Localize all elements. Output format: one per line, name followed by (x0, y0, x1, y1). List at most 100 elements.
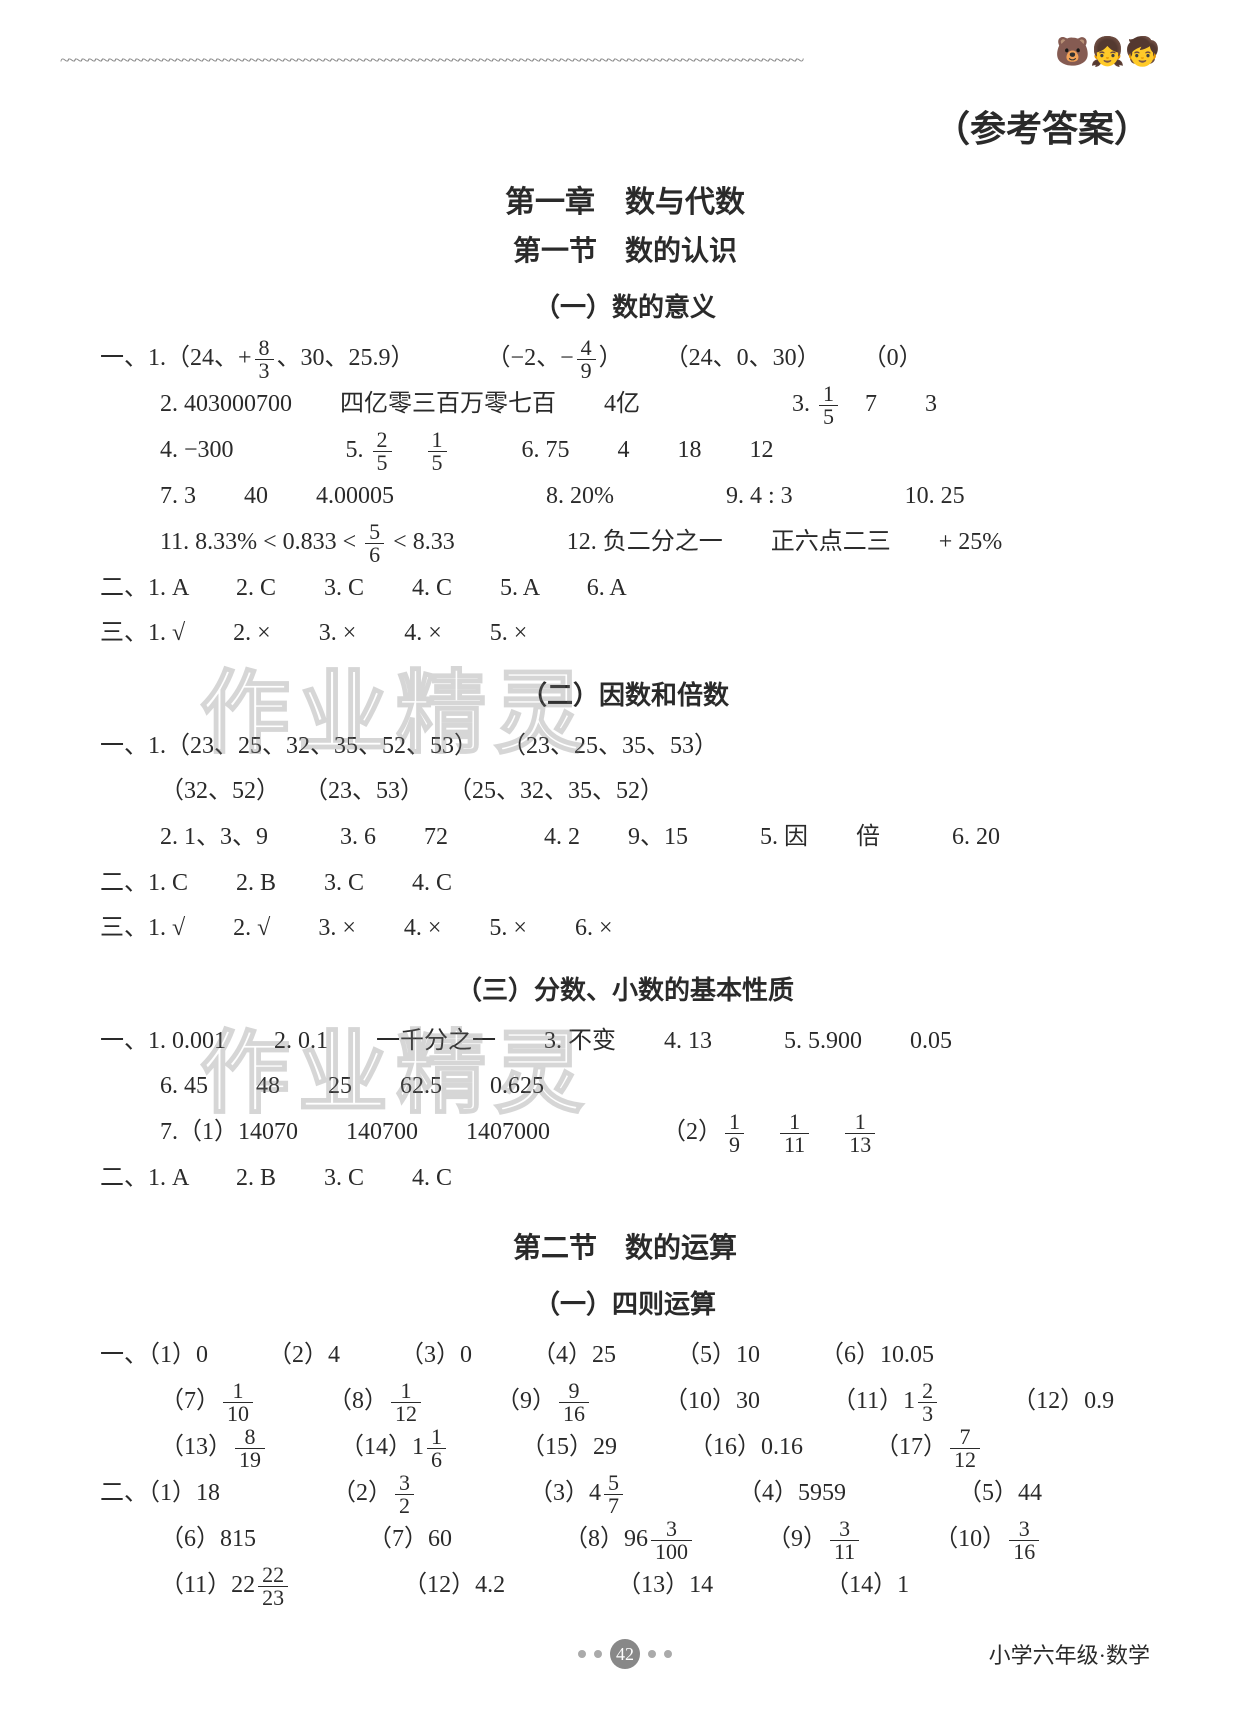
fraction: 316 (1009, 1518, 1039, 1563)
answer-row: 二、（1）18 （2）32 （3）457 （4）5959 （5）44 (100, 1471, 1170, 1517)
text: （14）1 (340, 1434, 424, 1460)
text: ） (599, 345, 623, 371)
text: 6. 75 4 18 12 (522, 437, 774, 463)
answer-row: 2. 1、3、9 3. 6 72 4. 2 9、15 5. 因 倍 6. 20 (160, 815, 1170, 861)
answer-row: 一、1.（23、25、32、35、52、53） （23、25、35、53） (100, 724, 1170, 770)
answer-row: （13）819 （14）116 （15）29 （16）0.16 （17）712 (160, 1425, 1170, 1471)
fraction: 19 (725, 1111, 744, 1156)
text: （8）96 (564, 1526, 648, 1552)
text: （15）29 (521, 1434, 617, 1460)
text: 8. 20% (546, 483, 614, 509)
answer-row: 2. 403000700 四亿零三百万零七百 4亿 3. 15 7 3 (160, 382, 1170, 428)
answer-row: 7.（1）14070 140700 1407000 （2）19 111 113 (160, 1110, 1170, 1156)
fraction: 15 (428, 429, 447, 474)
fraction: 83 (255, 337, 274, 382)
page-number: 42 (578, 1639, 672, 1669)
text: （6）815 (160, 1526, 256, 1552)
text: （7）60 (368, 1526, 452, 1552)
answer-row: 三、1. √ 2. √ 3. × 4. × 5. × 6. × (100, 906, 1170, 952)
text: （16）0.16 (689, 1434, 803, 1460)
text: 二、（1）18 (100, 1480, 220, 1506)
subsection-2-1-title: （一）四则运算 (80, 1284, 1170, 1321)
page-title: （参考答案） (80, 100, 1170, 152)
fraction: 916 (559, 1380, 589, 1425)
fraction: 311 (830, 1518, 859, 1563)
text: （17） (875, 1434, 947, 1460)
dot-icon (578, 1650, 586, 1658)
text: 12. 负二分之一 正六点二三 + 25% (567, 529, 1003, 555)
answer-row: （6）815 （7）60 （8）963100 （9）311 （10）316 (160, 1517, 1170, 1563)
answer-row: 二、1. C 2. B 3. C 4. C (100, 861, 1170, 907)
text: （13） (160, 1434, 232, 1460)
answer-row: （11）222223 （12）4.2 （13）14 （14）1 (160, 1563, 1170, 1609)
dot-icon (648, 1650, 656, 1658)
fraction: 23 (918, 1380, 937, 1425)
text: 2. 403000700 四亿零三百万零七百 4亿 (160, 391, 640, 417)
text: 、30、25.9） (277, 345, 415, 371)
fraction: 111 (780, 1111, 809, 1156)
fraction: 25 (373, 429, 392, 474)
fraction: 16 (427, 1426, 446, 1471)
text: 4. −300 (160, 437, 234, 463)
answer-row: （32、52） （23、53） （25、32、35、52） (160, 769, 1170, 815)
fraction: 49 (577, 337, 596, 382)
text: （7） (160, 1388, 220, 1414)
text: （24、0、30） (665, 345, 821, 371)
text: 5. (346, 437, 364, 463)
fraction: 32 (395, 1472, 414, 1517)
text: 7. 3 40 4.00005 (160, 483, 394, 509)
fraction: 2223 (258, 1564, 288, 1609)
subsection-1-3-title: （三）分数、小数的基本性质 (80, 970, 1170, 1007)
footer-text: 小学六年级·数学 (989, 1638, 1150, 1670)
answer-row: 二、1. A 2. C 3. C 4. C 5. A 6. A (100, 566, 1170, 612)
text: 一、1.（24、+ (100, 345, 252, 371)
dot-icon (664, 1650, 672, 1658)
text: 3. (792, 391, 810, 417)
text: （2） (662, 1119, 722, 1145)
chapter-title: 第一章 数与代数 (80, 177, 1170, 221)
text: 11. 8.33% < 0.833 < (160, 529, 356, 555)
text: < 8.33 (393, 529, 455, 555)
text: （9） (496, 1388, 556, 1414)
fraction: 110 (223, 1380, 253, 1425)
text: （−2、− (487, 345, 574, 371)
header-decoration-icons: 🐻👧🧒 (1055, 35, 1160, 69)
text: 7.（1）14070 140700 1407000 (160, 1119, 550, 1145)
text: （12）4.2 (403, 1572, 505, 1598)
answer-row: 二、1. A 2. B 3. C 4. C (100, 1156, 1170, 1202)
decorative-wavy-line (60, 50, 1130, 70)
answer-row: 一、1.（24、+83、30、25.9） （−2、−49） （24、0、30） … (100, 336, 1170, 382)
answer-row: 一、1. 0.001 2. 0.1 一千分之一 3. 不变 4. 13 5. 5… (100, 1019, 1170, 1065)
dot-icon (594, 1650, 602, 1658)
text: 9. 4 : 3 (726, 483, 793, 509)
text: （14）1 (825, 1572, 909, 1598)
text: （3）4 (529, 1480, 601, 1506)
fraction: 819 (235, 1426, 265, 1471)
text: （9） (767, 1526, 827, 1552)
fraction: 56 (365, 521, 384, 566)
answer-row: 三、1. √ 2. × 3. × 4. × 5. × (100, 611, 1170, 657)
text: （10） (934, 1526, 1006, 1552)
text: （5）44 (958, 1480, 1042, 1506)
text: （11）1 (832, 1388, 915, 1414)
answer-row: 4. −300 5. 25 15 6. 75 4 18 12 (160, 428, 1170, 474)
text: （2） (332, 1480, 392, 1506)
answer-row: （7）110 （8）112 （9）916 （10）30 （11）123 （12）… (160, 1379, 1170, 1425)
text: （13）14 (617, 1572, 713, 1598)
text: （11）22 (160, 1572, 255, 1598)
fraction: 112 (391, 1380, 421, 1425)
text: （12）0.9 (1012, 1388, 1114, 1414)
text: （10）30 (664, 1388, 760, 1414)
fraction: 113 (845, 1111, 875, 1156)
fraction: 15 (819, 383, 838, 428)
text: （0） (863, 345, 923, 371)
footer: 42 小学六年级·数学 (0, 1639, 1250, 1669)
subsection-1-1-title: （一）数的意义 (80, 287, 1170, 324)
fraction: 3100 (651, 1518, 692, 1563)
text: 10. 25 (905, 483, 965, 509)
answer-row: 一、（1）0 （2）4 （3）0 （4）25 （5）10 （6）10.05 (100, 1333, 1170, 1379)
page-number-circle: 42 (610, 1639, 640, 1669)
answer-row: 7. 3 40 4.00005 8. 20% 9. 4 : 3 10. 25 (160, 474, 1170, 520)
section-title: 第一节 数的认识 (80, 229, 1170, 269)
fraction: 712 (950, 1426, 980, 1471)
